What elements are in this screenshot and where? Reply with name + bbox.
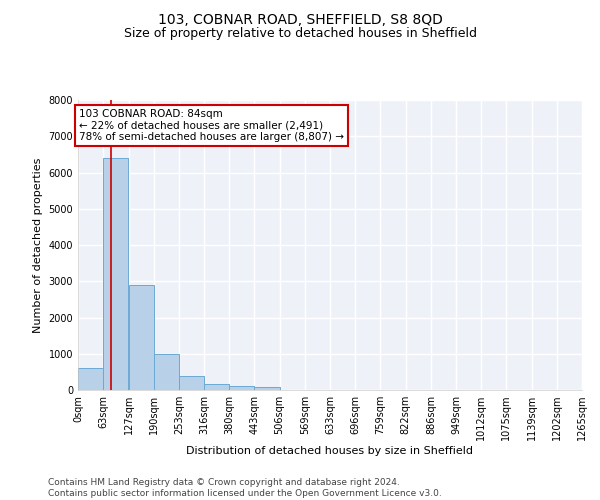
Text: 103 COBNAR ROAD: 84sqm
← 22% of detached houses are smaller (2,491)
78% of semi-: 103 COBNAR ROAD: 84sqm ← 22% of detached… xyxy=(79,109,344,142)
Bar xyxy=(103,158,128,390)
X-axis label: Distribution of detached houses by size in Sheffield: Distribution of detached houses by size … xyxy=(187,446,473,456)
Bar xyxy=(154,354,179,390)
Text: 103, COBNAR ROAD, SHEFFIELD, S8 8QD: 103, COBNAR ROAD, SHEFFIELD, S8 8QD xyxy=(158,12,442,26)
Text: Size of property relative to detached houses in Sheffield: Size of property relative to detached ho… xyxy=(124,28,476,40)
Bar xyxy=(179,376,204,390)
Bar xyxy=(128,285,154,390)
Bar xyxy=(229,386,254,390)
Text: Contains HM Land Registry data © Crown copyright and database right 2024.
Contai: Contains HM Land Registry data © Crown c… xyxy=(48,478,442,498)
Y-axis label: Number of detached properties: Number of detached properties xyxy=(33,158,43,332)
Bar xyxy=(204,384,229,390)
Bar xyxy=(254,386,280,390)
Bar xyxy=(78,368,103,390)
